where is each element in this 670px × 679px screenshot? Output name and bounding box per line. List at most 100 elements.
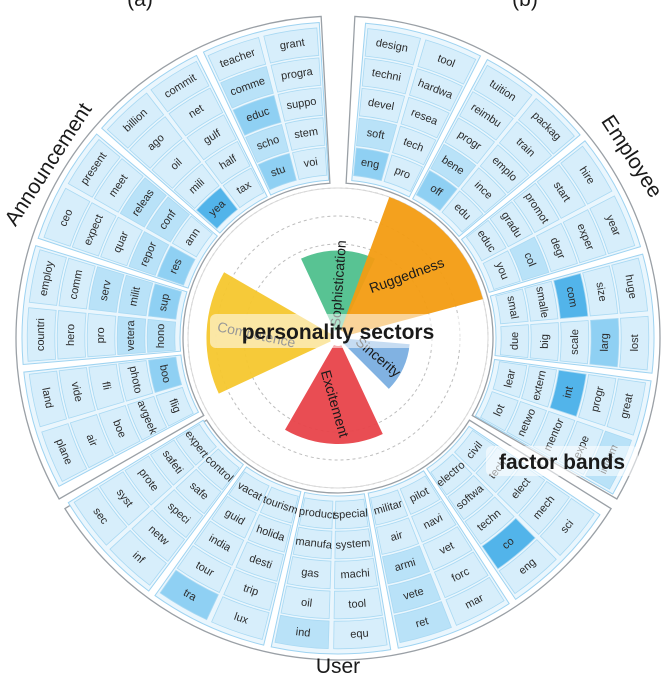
word-cell-label: countri bbox=[35, 318, 47, 351]
word-cell bbox=[259, 486, 299, 524]
word-cell bbox=[220, 66, 274, 109]
word-cell-label: air bbox=[84, 432, 100, 448]
word-cell bbox=[148, 356, 183, 394]
word-cell bbox=[553, 273, 589, 319]
word-cell bbox=[400, 96, 450, 139]
word-cell bbox=[284, 117, 326, 151]
word-cell-label: com bbox=[564, 286, 579, 309]
word-cell bbox=[549, 369, 587, 417]
word-cell-label: smalle bbox=[533, 286, 550, 319]
word-cell-label: stem bbox=[293, 126, 318, 142]
word-cell bbox=[124, 455, 173, 506]
word-cell bbox=[159, 569, 219, 621]
word-cell bbox=[524, 280, 559, 322]
word-cell bbox=[148, 283, 183, 320]
word-cell bbox=[119, 177, 167, 228]
word-cell-label: milit bbox=[127, 286, 143, 308]
word-cell bbox=[333, 617, 388, 650]
word-cell bbox=[482, 250, 521, 290]
word-cell bbox=[495, 288, 529, 325]
word-cell bbox=[257, 153, 297, 191]
word-cell bbox=[186, 114, 237, 161]
word-cell bbox=[235, 541, 285, 582]
word-cell bbox=[171, 215, 213, 258]
sector-label-sophistication: Sophistication bbox=[327, 240, 349, 328]
word-cell bbox=[106, 92, 165, 149]
word-cell bbox=[176, 545, 232, 594]
word-cell-label: vet bbox=[438, 540, 457, 557]
word-cell bbox=[370, 489, 409, 526]
word-cell bbox=[441, 190, 484, 233]
word-cell bbox=[499, 324, 530, 359]
word-cell bbox=[150, 60, 210, 113]
word-cell-label: lost bbox=[629, 334, 641, 351]
word-cell bbox=[356, 117, 398, 153]
word-cell bbox=[127, 395, 168, 441]
word-cell bbox=[28, 370, 68, 428]
word-cell bbox=[539, 497, 595, 557]
word-cell bbox=[197, 448, 240, 491]
word-cell bbox=[118, 360, 154, 402]
panel-letter-b: (b) bbox=[512, 0, 538, 11]
word-cell-label: huge bbox=[623, 274, 639, 300]
word-cell bbox=[611, 257, 649, 314]
word-cell bbox=[131, 509, 186, 562]
word-cell bbox=[388, 573, 441, 614]
word-cell-label: hono bbox=[155, 324, 167, 349]
word-cell bbox=[393, 601, 452, 644]
word-cell bbox=[513, 182, 560, 234]
word-cell bbox=[270, 57, 322, 93]
word-cell bbox=[364, 28, 422, 66]
word-cell bbox=[211, 596, 270, 640]
word-cell-label: land bbox=[39, 387, 55, 410]
word-cell bbox=[173, 163, 220, 210]
word-cell bbox=[589, 195, 636, 255]
word-cell bbox=[399, 475, 441, 515]
group-label-user: User bbox=[316, 655, 360, 678]
word-cell bbox=[274, 614, 330, 650]
word-cell-label: lot bbox=[492, 403, 508, 419]
word-cell-label: devel bbox=[367, 97, 395, 114]
word-cell bbox=[334, 498, 369, 530]
word-cell bbox=[207, 37, 267, 82]
word-cell-label: vete bbox=[402, 585, 425, 602]
word-cell-label: flig bbox=[166, 397, 182, 415]
word-cell bbox=[26, 307, 57, 362]
word-cell bbox=[129, 116, 183, 169]
word-cell bbox=[465, 219, 507, 262]
word-cell bbox=[473, 64, 533, 118]
word-cell-label: trip bbox=[242, 582, 260, 598]
center-overlay-backdrop bbox=[210, 314, 468, 348]
word-cell-label: tool bbox=[348, 598, 367, 611]
word-cell bbox=[222, 167, 265, 209]
word-cell-label: techni bbox=[371, 67, 402, 84]
word-cell bbox=[358, 87, 406, 124]
word-cell bbox=[277, 87, 324, 122]
word-cell bbox=[445, 576, 505, 626]
word-cell bbox=[93, 158, 144, 213]
word-cell-label: great bbox=[618, 392, 635, 419]
word-cell-label: pro bbox=[95, 327, 107, 343]
word-cell bbox=[88, 266, 125, 313]
word-cell bbox=[464, 496, 515, 545]
word-cell bbox=[56, 310, 87, 360]
word-cell-label: grant bbox=[279, 37, 306, 53]
word-cell bbox=[459, 91, 514, 141]
word-cell bbox=[175, 423, 217, 466]
word-cell bbox=[292, 147, 328, 180]
word-cell bbox=[193, 520, 245, 566]
word-cell-label: vetera bbox=[125, 319, 137, 351]
word-cell-label: lear bbox=[502, 368, 518, 389]
word-cell-label: system bbox=[335, 537, 371, 551]
word-cell-label: larg bbox=[599, 333, 611, 352]
word-cell-label: product bbox=[298, 506, 336, 522]
word-cell-label: col bbox=[521, 251, 537, 269]
word-cell-label: int bbox=[562, 385, 576, 399]
word-cell bbox=[263, 27, 320, 64]
word-cell-label: comm bbox=[68, 269, 86, 301]
word-cell bbox=[408, 68, 463, 112]
word-cell bbox=[100, 216, 143, 267]
word-cell bbox=[58, 257, 96, 310]
word-cell bbox=[41, 423, 88, 483]
